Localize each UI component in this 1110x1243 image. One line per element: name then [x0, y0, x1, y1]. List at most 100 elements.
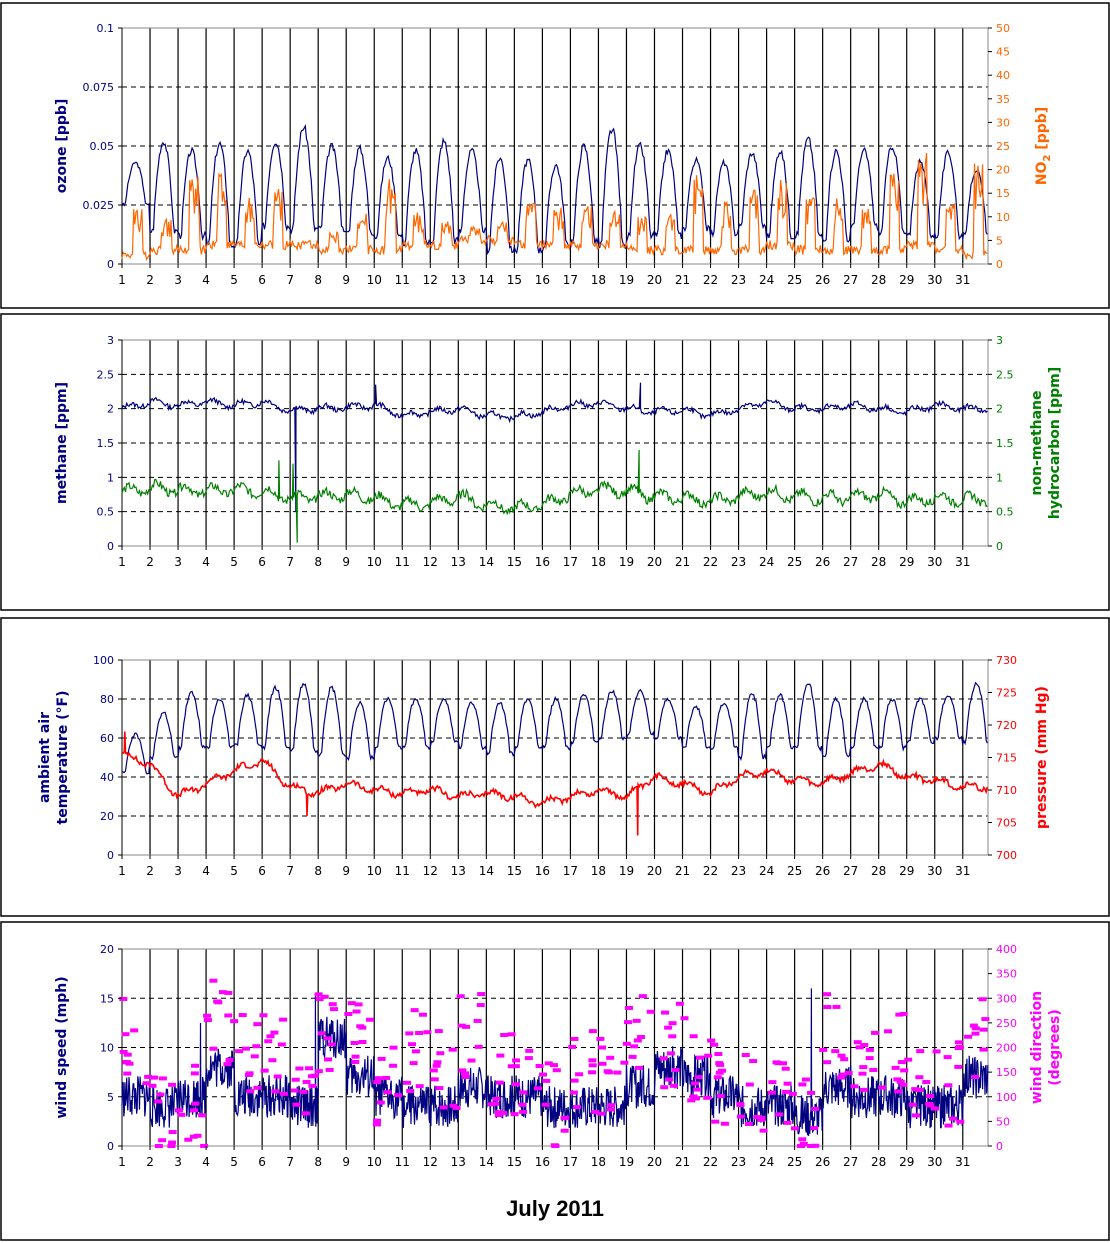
x-tick-label: 22 [703, 864, 718, 878]
right-tick-label: 730 [996, 654, 1017, 667]
x-tick-label: 7 [286, 273, 294, 287]
right-tick-label: 0.5 [996, 506, 1014, 519]
x-tick-label: 28 [871, 555, 886, 569]
x-tick-label: 26 [815, 555, 830, 569]
x-tick-label: 8 [314, 864, 322, 878]
series-line-methane [121, 382, 988, 512]
left-tick-label: 5 [107, 1091, 114, 1104]
x-tick-label: 4 [202, 1155, 210, 1169]
x-tick-label: 29 [899, 555, 914, 569]
x-tick-label: 3 [174, 555, 182, 569]
x-tick-label: 24 [759, 555, 774, 569]
x-tick-label: 27 [843, 864, 858, 878]
x-tick-label: 9 [342, 1155, 350, 1169]
x-tick-label: 15 [507, 864, 522, 878]
x-tick-label: 18 [591, 1155, 606, 1169]
x-tick-label: 11 [395, 864, 410, 878]
x-tick-label: 21 [675, 1155, 690, 1169]
right-tick-label: 25 [996, 140, 1010, 153]
x-tick-label: 23 [731, 555, 746, 569]
x-tick-label: 17 [563, 864, 578, 878]
x-tick-label: 25 [787, 273, 802, 287]
right-tick-label: 1.5 [996, 437, 1014, 450]
right-tick-label: 700 [996, 849, 1017, 862]
left-axis-title-text: methane [ppm] [54, 382, 70, 504]
panel-frame [0, 313, 1110, 611]
right-tick-label: 150 [996, 1066, 1017, 1079]
x-tick-label: 12 [423, 273, 438, 287]
x-tick-label: 26 [815, 1155, 830, 1169]
x-tick-label: 11 [395, 273, 410, 287]
left-tick-label: 10 [100, 1042, 114, 1055]
right-tick-label: 20 [996, 164, 1010, 177]
right-axis-title-text: wind direction [1029, 991, 1045, 1104]
x-tick-label: 17 [563, 555, 578, 569]
right-tick-label: 100 [996, 1091, 1017, 1104]
left-tick-label: 1 [107, 471, 114, 484]
right-axis-title-text: pressure (mm Hg) [1034, 686, 1050, 829]
x-tick-label: 3 [174, 1155, 182, 1169]
series-line-ambient-air-temperature [121, 681, 988, 775]
x-tick-label: 23 [731, 273, 746, 287]
x-tick-label: 12 [423, 555, 438, 569]
x-tick-label: 20 [647, 864, 662, 878]
x-tick-label: 5 [230, 555, 238, 569]
x-tick-label: 5 [230, 864, 238, 878]
x-tick-label: 11 [395, 1155, 410, 1169]
x-tick-label: 12 [423, 864, 438, 878]
panel-frame [0, 921, 1110, 1241]
series-line-no2 [121, 152, 988, 261]
series-line-non-methane-hydrocarbon [121, 449, 988, 543]
x-tick-label: 21 [675, 864, 690, 878]
x-tick-label: 20 [647, 1155, 662, 1169]
left-tick-label: 0.5 [97, 506, 115, 519]
x-tick-label: 9 [342, 555, 350, 569]
x-tick-label: 27 [843, 1155, 858, 1169]
x-tick-label: 20 [647, 273, 662, 287]
right-tick-label: 0 [996, 540, 1003, 553]
left-axis-title: ambient air temperature (°F) [37, 691, 71, 825]
x-tick-label: 26 [815, 864, 830, 878]
x-tick-label: 1 [118, 864, 126, 878]
series-line-ozone [121, 123, 988, 255]
x-tick-label: 17 [563, 273, 578, 287]
x-tick-label: 28 [871, 1155, 886, 1169]
x-tick-label: 29 [899, 864, 914, 878]
x-tick-label: 30 [927, 864, 942, 878]
left-tick-label: 1.5 [97, 437, 115, 450]
x-tick-label: 24 [759, 1155, 774, 1169]
left-tick-label: 0.05 [90, 140, 115, 153]
x-tick-label: 16 [535, 273, 550, 287]
x-tick-label: 9 [342, 273, 350, 287]
x-tick-label: 9 [342, 864, 350, 878]
x-tick-label: 8 [314, 555, 322, 569]
x-tick-label: 27 [843, 273, 858, 287]
x-tick-label: 31 [955, 555, 970, 569]
x-tick-label: 25 [787, 555, 802, 569]
right-tick-label: 15 [996, 187, 1010, 200]
x-tick-label: 16 [535, 864, 550, 878]
x-tick-label: 2 [146, 1155, 154, 1169]
x-tick-label: 29 [899, 1155, 914, 1169]
x-tick-label: 16 [535, 555, 550, 569]
right-axis-title: pressure (mm Hg) [1034, 686, 1050, 829]
left-tick-label: 80 [100, 693, 114, 706]
x-tick-label: 2 [146, 555, 154, 569]
x-tick-label: 1 [118, 273, 126, 287]
right-tick-label: 50 [996, 22, 1010, 35]
left-axis-title-text: ozone [ppb] [54, 99, 70, 194]
x-tick-label: 14 [479, 555, 494, 569]
right-tick-label: 725 [996, 687, 1017, 700]
x-tick-label: 24 [759, 864, 774, 878]
series-line-wind-speed [121, 988, 989, 1136]
x-tick-label: 10 [367, 864, 382, 878]
left-axis-title: ozone [ppb] [54, 99, 70, 194]
right-tick-label: 720 [996, 719, 1017, 732]
left-tick-label: 0.1 [97, 22, 115, 35]
right-tick-label: 2 [996, 403, 1003, 416]
x-tick-label: 1 [118, 1155, 126, 1169]
x-tick-label: 23 [731, 1155, 746, 1169]
x-tick-label: 22 [703, 555, 718, 569]
left-tick-label: 60 [100, 732, 114, 745]
